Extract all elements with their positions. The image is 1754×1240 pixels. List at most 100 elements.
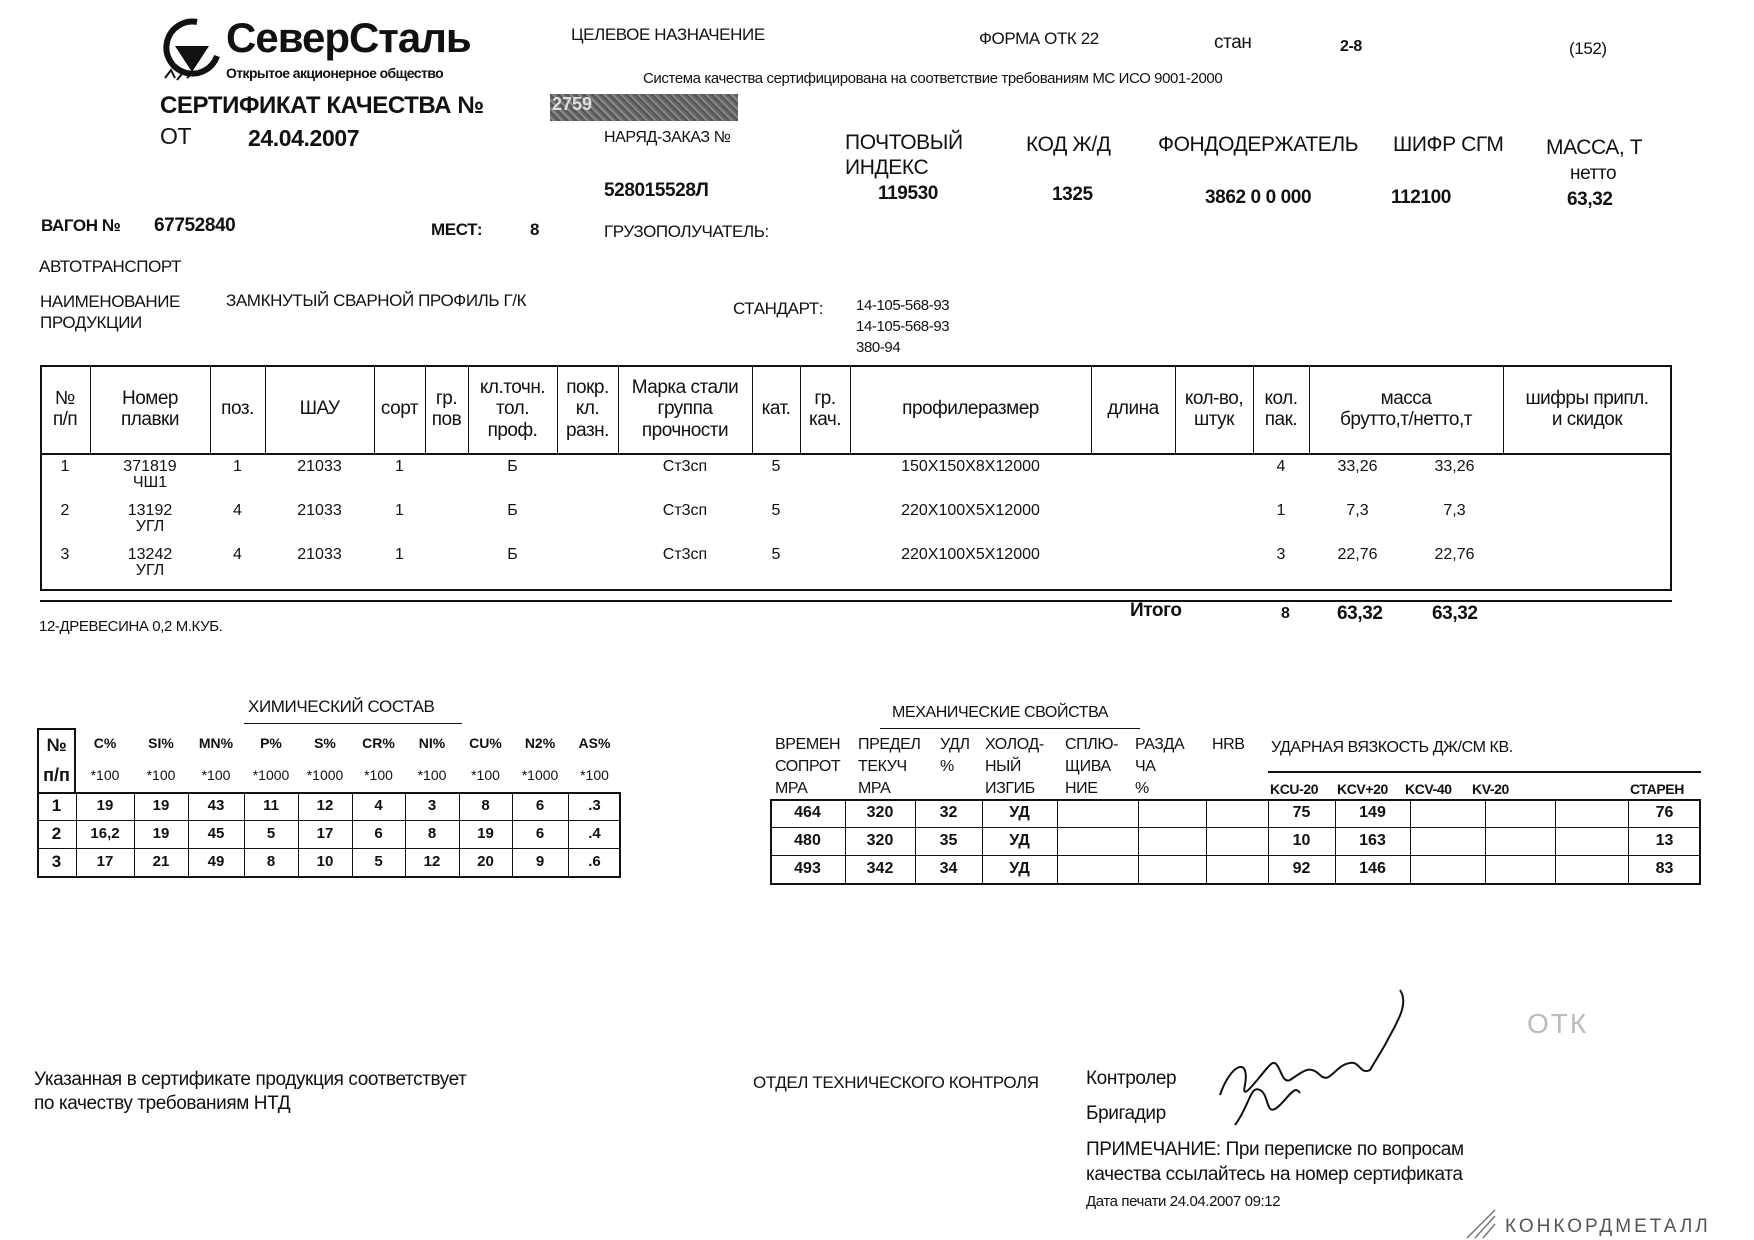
mech-value — [1206, 827, 1268, 855]
mech-value: 10 — [1292, 832, 1311, 850]
column-divider — [1503, 365, 1504, 453]
mech-value: 149 — [1359, 804, 1386, 822]
column-divider — [244, 792, 245, 876]
column-divider — [1555, 799, 1556, 883]
table-cell-pos: 4 — [233, 502, 242, 519]
mech-value: 163 — [1359, 832, 1386, 850]
impact-header: KCU-20 — [1270, 781, 1319, 797]
table-cell-size: 220X100X5X12000 — [901, 546, 1040, 563]
mech-value — [1555, 799, 1628, 827]
chem-value: 17 — [96, 852, 114, 870]
column-divider — [459, 792, 460, 876]
table-cell-codes — [1503, 503, 1671, 539]
postal-label-line1: ПОЧТОВЫЙ — [845, 131, 963, 154]
mech-value: 146 — [1359, 860, 1386, 878]
total-net: 63,32 — [1432, 603, 1478, 624]
table-cell-pos: 1 — [233, 458, 242, 475]
table-cell-pos: 4 — [233, 546, 242, 563]
watermark: КОНКОРДМЕТАЛЛ — [1505, 1216, 1711, 1237]
logo-name: СеверСталь — [226, 14, 472, 61]
column-divider — [298, 792, 299, 876]
order-label: НАРЯД-ЗАКАЗ № — [604, 129, 731, 146]
table-cell-grkach — [800, 503, 850, 539]
table-cell-shau: 21033 — [297, 546, 342, 563]
chem-row-number: 1 — [51, 796, 62, 816]
column-header: Номер плавки — [121, 387, 179, 430]
element-header: CU% — [469, 735, 502, 752]
sgm-value: 112100 — [1391, 187, 1451, 208]
impact-header: KV-20 — [1472, 781, 1509, 797]
column-header: ШАУ — [299, 398, 340, 420]
column-divider — [1628, 799, 1629, 883]
column-header: кол. пак. — [1264, 387, 1298, 430]
column-divider — [618, 365, 619, 453]
total-divider — [40, 600, 1672, 602]
table-cell-shau: 21033 — [297, 458, 342, 475]
column-divider — [1268, 799, 1269, 883]
chem-row-number: 3 — [51, 852, 62, 872]
column-divider — [468, 365, 469, 453]
chem-value: 16,2 — [90, 824, 120, 842]
table-cell-pokr — [557, 547, 618, 583]
rail-code-label: КОД Ж/Д — [1026, 133, 1111, 156]
column-divider — [425, 365, 426, 453]
mech-value — [1410, 827, 1485, 855]
mech-value: 320 — [866, 832, 894, 850]
mech-value — [1057, 799, 1138, 827]
chem-first-header: № п/п — [43, 735, 70, 785]
table-cell-tol: Б — [507, 458, 518, 475]
column-header: поз. — [221, 398, 254, 420]
mech-value: 342 — [866, 860, 894, 878]
column-divider — [1138, 799, 1139, 883]
table-cell-grpov — [425, 503, 468, 539]
conformity-line1: Указанная в сертификате продукция соотве… — [34, 1069, 467, 1090]
column-divider — [845, 799, 846, 883]
column-divider — [1309, 365, 1310, 453]
row-divider — [37, 848, 621, 849]
mech-value — [1138, 799, 1206, 827]
chem-value: 19 — [96, 796, 114, 814]
column-header: покр. кл. разн. — [566, 377, 609, 441]
chem-value: 8 — [266, 852, 276, 870]
multiplier-header: *100 — [201, 767, 231, 784]
column-divider — [1335, 799, 1336, 883]
form-label: ФОРМА ОТК 22 — [979, 29, 1099, 48]
product-label-line2: ПРОДУКЦИИ — [40, 313, 142, 332]
places-value: 8 — [530, 220, 540, 239]
table-cell-steel: Ст3сп — [662, 458, 708, 475]
chem-value: 45 — [207, 824, 225, 842]
total-packs: 8 — [1281, 605, 1290, 622]
column-divider — [352, 792, 353, 876]
mill-label: стан — [1214, 32, 1252, 53]
table-cell-pack: 1 — [1276, 502, 1286, 519]
element-header: MN% — [198, 735, 234, 752]
multiplier-header: *100 — [90, 767, 120, 784]
chem-value: 6 — [535, 796, 545, 814]
chem-value: 19 — [152, 796, 170, 814]
mech-value: 320 — [866, 804, 894, 822]
header-divider — [40, 453, 1672, 455]
total-label: Итого — [1130, 600, 1182, 621]
column-divider — [76, 792, 77, 876]
mill-value: 2-8 — [1340, 38, 1362, 55]
chem-body-frame — [37, 792, 621, 878]
column-header: гр. пов — [431, 387, 462, 430]
order-value: 528015528Л — [604, 180, 709, 201]
conformity-line2: по качеству требованиям НТД — [34, 1093, 291, 1114]
table-cell-gross: 33,26 — [1337, 458, 1378, 475]
column-divider — [850, 365, 851, 453]
table-cell-heat: 13242 УГЛ — [127, 546, 173, 579]
chem-value: 4 — [374, 796, 383, 814]
mech-value — [1410, 799, 1485, 827]
column-divider — [752, 365, 753, 453]
element-header: CR% — [362, 735, 395, 752]
column-header: Марка стали группа прочности — [631, 377, 739, 441]
table-cell-heat: 13192 УГЛ — [127, 502, 173, 535]
multiplier-header: *100 — [146, 767, 176, 784]
row-divider — [770, 827, 1701, 828]
column-header: масса брутто,т/нетто,т — [1340, 387, 1472, 430]
multiplier-header: *100 — [417, 767, 447, 784]
multiplier-header: *100 — [364, 767, 393, 784]
chem-value: 6 — [535, 824, 545, 842]
row-divider — [37, 820, 621, 821]
